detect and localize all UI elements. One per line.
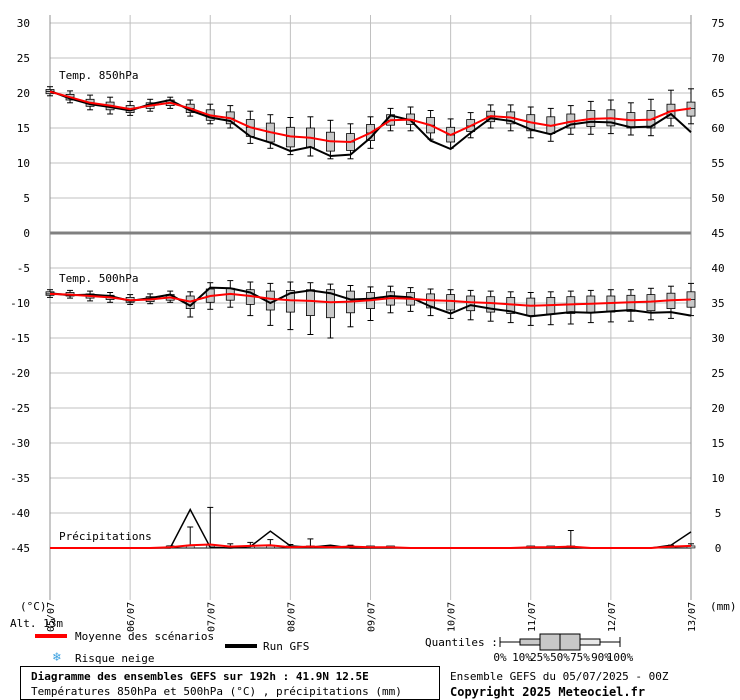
right-tick-label: 0 xyxy=(715,542,722,555)
chart-panels xyxy=(45,86,696,549)
quantiles-legend-label: Quantiles : xyxy=(425,636,498,649)
left-tick-label: -20 xyxy=(10,367,30,380)
snow-legend-label: Risque neige xyxy=(75,652,155,665)
quantile-box xyxy=(326,289,335,319)
quantile-legend-key: 0% 10%25% 50% 75% 90%100% xyxy=(493,633,634,664)
quantile-tick-label: 10% xyxy=(512,651,532,664)
left-tick-label: -45 xyxy=(10,542,30,555)
mean-line xyxy=(49,292,692,307)
date-tick-label: 05/07 xyxy=(46,602,57,632)
right-unit-label: (mm) xyxy=(710,600,737,613)
quantile-box xyxy=(526,297,536,317)
left-tick-label: -15 xyxy=(10,332,30,345)
left-unit-label: (°C) xyxy=(20,600,47,613)
right-tick-label: 70 xyxy=(711,52,724,65)
right-tick-label: 20 xyxy=(711,402,724,415)
right-tick-label: 40 xyxy=(711,262,724,275)
left-tick-label: 20 xyxy=(17,87,30,100)
right-tick-label: 25 xyxy=(711,367,724,380)
panel-separator xyxy=(50,231,691,235)
panel-label-t850: Temp. 850hPa xyxy=(59,69,138,82)
panel-t850 xyxy=(45,86,696,160)
quantile-tick-label: 25% xyxy=(530,651,550,664)
right-tick-label: 55 xyxy=(711,157,724,170)
left-tick-label: 15 xyxy=(17,122,30,135)
right-tick-label: 10 xyxy=(711,472,724,485)
date-tick-label: 12/07 xyxy=(607,602,618,632)
right-tick-label: 75 xyxy=(711,17,724,30)
date-tick-label: 09/07 xyxy=(367,602,378,632)
quantile-box xyxy=(486,296,496,313)
left-tick-label: -30 xyxy=(10,437,30,450)
snowflake-icon: ❄ xyxy=(53,650,61,665)
quantile-tick-label: 50% xyxy=(550,651,570,664)
gfs-line xyxy=(49,286,692,318)
right-tick-label: 50 xyxy=(711,192,724,205)
gfs-legend-label: Run GFS xyxy=(263,640,310,653)
right-tick-label: 30 xyxy=(711,332,724,345)
date-tick-label: 07/07 xyxy=(206,602,217,632)
date-tick-label: 10/07 xyxy=(447,602,458,632)
left-tick-label: -35 xyxy=(10,472,30,485)
quantile-tick-label: 100% xyxy=(607,651,634,664)
right-tick-label: 60 xyxy=(711,122,724,135)
left-tick-label: -40 xyxy=(10,507,30,520)
gfs-legend-swatch xyxy=(225,644,257,648)
left-tick-label: -5 xyxy=(17,262,30,275)
date-axis: 05/07 06/07 07/07 08/07 09/07 10/07 11/07 12/07… xyxy=(46,602,698,632)
quantile-key-box-outer xyxy=(579,638,601,646)
date-tick-label: 13/07 xyxy=(687,602,698,632)
left-axis: 30 25 20 15 10 5 0 -5 -10 -15 -20 -25 -30 -35 -40 -45 xyxy=(10,17,30,555)
mean-precip-line xyxy=(50,543,692,549)
quantile-tick-label: 90% xyxy=(591,651,611,664)
left-tick-label: 0 xyxy=(23,227,30,240)
quantile-box xyxy=(306,289,315,317)
mean-legend-swatch xyxy=(35,634,67,638)
quantile-box xyxy=(446,294,456,311)
right-tick-label: 15 xyxy=(711,437,724,450)
quantile-tick-label: 75% xyxy=(570,651,590,664)
chart-subtitle: Températures 850hPa et 500hPa (°C) , pré… xyxy=(31,685,402,698)
left-tick-label: -25 xyxy=(10,402,30,415)
gfs-line xyxy=(49,89,692,158)
left-tick-label: 30 xyxy=(17,17,30,30)
panel-label-precip: Précipitations xyxy=(59,530,152,543)
run-label: Ensemble GEFS du 05/07/2025 - 00Z xyxy=(450,670,669,683)
right-tick-label: 45 xyxy=(711,227,724,240)
mean-line xyxy=(49,90,692,144)
date-tick-label: 06/07 xyxy=(126,602,137,632)
chart-info-box: Diagramme des ensembles GEFS sur 192h : … xyxy=(20,666,440,700)
right-tick-label: 35 xyxy=(711,297,724,310)
left-tick-label: 10 xyxy=(17,157,30,170)
quantile-tick-label: 0% xyxy=(493,651,507,664)
date-tick-label: 08/07 xyxy=(286,602,297,632)
left-tick-label: 5 xyxy=(23,192,30,205)
altitude-label: Alt. 13m xyxy=(10,617,63,630)
right-tick-label: 65 xyxy=(711,87,724,100)
left-tick-label: 25 xyxy=(17,52,30,65)
date-tick-label: 11/07 xyxy=(527,602,538,632)
left-tick-label: -10 xyxy=(10,297,30,310)
mean-legend-label: Moyenne des scénarios xyxy=(75,630,215,643)
quantile-key-box-outer xyxy=(519,638,541,646)
panel-precip xyxy=(50,506,696,549)
copyright-label: Copyright 2025 Meteociel.fr xyxy=(450,685,646,699)
panel-t500 xyxy=(45,280,696,339)
panel-label-t500: Temp. 500hPa xyxy=(59,272,138,285)
chart-title: Diagramme des ensembles GEFS sur 192h : … xyxy=(31,670,369,683)
right-tick-label: 5 xyxy=(715,507,722,520)
